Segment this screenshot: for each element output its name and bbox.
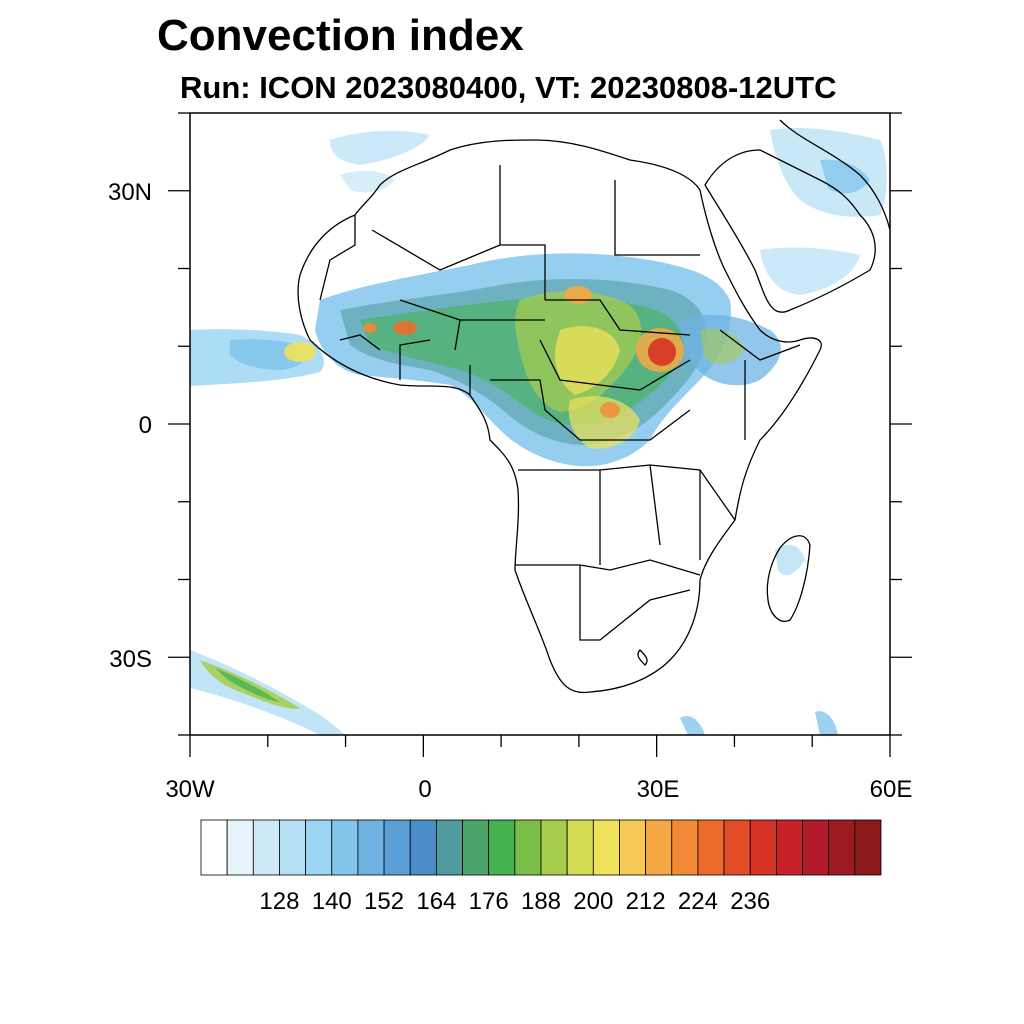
colorbar-swatch bbox=[802, 819, 830, 876]
colorbar-swatch bbox=[331, 819, 359, 876]
colorbar bbox=[200, 819, 882, 876]
convection-field bbox=[190, 128, 887, 735]
colorbar-swatch bbox=[462, 819, 490, 876]
colorbar-swatch bbox=[671, 819, 699, 876]
colorbar-swatch bbox=[854, 819, 882, 876]
colorbar-tick-label: 224 bbox=[677, 888, 718, 915]
colorbar-swatch bbox=[592, 819, 620, 876]
colorbar-swatch bbox=[566, 819, 594, 876]
chart-title: Convection index bbox=[157, 11, 524, 60]
colorbar-swatch bbox=[749, 819, 777, 876]
coastlines-borders bbox=[297, 119, 890, 694]
colorbar-tick-label: 200 bbox=[573, 888, 614, 915]
colorbar-swatch bbox=[200, 819, 228, 876]
colorbar-tick-label: 188 bbox=[520, 888, 562, 915]
colorbar-swatch bbox=[279, 819, 307, 876]
colorbar-swatch bbox=[435, 819, 463, 876]
colorbar-swatch bbox=[488, 819, 516, 876]
lon-label-60e: 60E bbox=[869, 776, 913, 803]
lon-label-0: 0 bbox=[418, 776, 432, 803]
lat-label-30s: 30S bbox=[109, 646, 152, 673]
colorbar-tick-label: 236 bbox=[730, 888, 771, 915]
colorbar-swatch bbox=[723, 819, 751, 876]
chart-subtitle: Run: ICON 2023080400, VT: 20230808-12UTC bbox=[180, 70, 837, 105]
colorbar-swatch bbox=[226, 819, 254, 876]
colorbar-swatch bbox=[619, 819, 647, 876]
colorbar-swatch bbox=[514, 819, 542, 876]
colorbar-tick-label: 140 bbox=[311, 888, 352, 915]
colorbar-swatch bbox=[383, 819, 411, 876]
axis-ticks bbox=[168, 112, 912, 757]
colorbar-swatch bbox=[645, 819, 673, 876]
colorbar-swatch bbox=[775, 819, 803, 876]
colorbar-swatch bbox=[409, 819, 437, 876]
lat-label-0: 0 bbox=[138, 412, 152, 439]
colorbar-swatch bbox=[357, 819, 385, 876]
colorbar-swatch bbox=[828, 819, 856, 876]
lon-label-30w: 30W bbox=[165, 776, 215, 803]
colorbar-tick-label: 176 bbox=[468, 888, 509, 915]
colorbar-tick-label: 128 bbox=[259, 888, 300, 915]
colorbar-swatch bbox=[305, 819, 333, 876]
colorbar-swatch bbox=[697, 819, 725, 876]
colorbar-swatch bbox=[540, 819, 568, 876]
lat-label-30n: 30N bbox=[107, 179, 152, 206]
colorbar-tick-label: 164 bbox=[416, 888, 457, 915]
colorbar-swatch bbox=[252, 819, 280, 876]
colorbar-tick-label: 212 bbox=[625, 888, 666, 915]
colorbar-tick-label: 152 bbox=[364, 888, 405, 915]
lon-label-30e: 30E bbox=[636, 776, 680, 803]
